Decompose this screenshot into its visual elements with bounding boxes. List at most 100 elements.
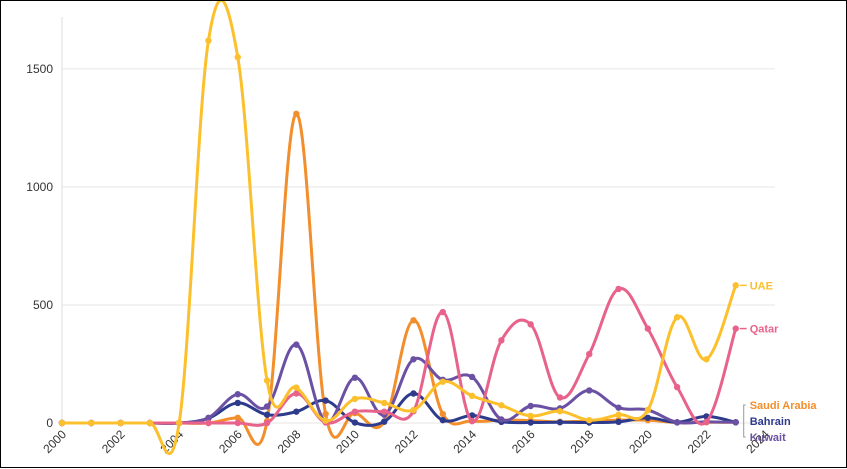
point-bahrain — [615, 418, 622, 426]
point-uae — [732, 282, 739, 289]
point-uae — [175, 419, 183, 427]
point-kuwait — [468, 373, 476, 381]
point-kuwait — [351, 374, 359, 381]
point-kuwait — [263, 403, 271, 410]
point-bahrain — [351, 419, 359, 426]
point-uae — [263, 377, 271, 384]
point-bahrain — [263, 411, 271, 418]
end-label-bahrain: Bahrain — [750, 416, 791, 428]
point-kuwait — [410, 356, 417, 363]
point-saudi-arabia — [322, 410, 329, 418]
x-tick-label: 2008 — [275, 427, 304, 456]
point-qatar — [468, 417, 476, 425]
point-qatar — [234, 419, 241, 427]
point-qatar — [527, 321, 534, 328]
point-uae — [703, 356, 710, 363]
point-qatar — [439, 308, 446, 316]
point-kuwait — [205, 414, 212, 422]
x-tick-label: 2020 — [626, 427, 655, 456]
point-uae — [88, 419, 95, 427]
point-bahrain — [644, 414, 652, 422]
point-bahrain — [234, 399, 241, 407]
y-tick-label: 500 — [33, 298, 53, 312]
point-qatar — [673, 383, 681, 391]
point-uae — [234, 53, 241, 61]
point-qatar — [732, 325, 739, 332]
series-lines — [58, 1, 739, 455]
point-uae — [527, 412, 534, 420]
point-uae — [322, 417, 329, 424]
point-bahrain — [527, 419, 534, 426]
y-tick-label: 1500 — [26, 62, 53, 76]
x-axis-ticks: 2000 2002 2004 2006 2008 2010 2012 2014 2016 2018… — [40, 427, 772, 456]
point-qatar — [381, 408, 388, 415]
x-tick-label: 2010 — [333, 427, 362, 456]
point-qatar — [293, 390, 300, 397]
point-uae — [58, 419, 66, 427]
point-uae — [146, 419, 154, 427]
x-tick-label: 2018 — [568, 427, 597, 456]
x-tick-label: 2022 — [685, 427, 714, 456]
x-tick-label: 2014 — [450, 427, 479, 456]
point-kuwait — [527, 402, 534, 410]
y-axis-ticks: 0 500 1000 1500 — [26, 62, 53, 430]
point-kuwait — [732, 419, 739, 426]
grid-lines — [62, 68, 775, 424]
point-uae — [117, 419, 124, 427]
end-label-kuwait: Kuwait — [750, 432, 786, 444]
point-qatar — [205, 419, 212, 427]
end-label-saudi-arabia: Saudi Arabia — [750, 400, 818, 412]
point-qatar — [351, 408, 359, 415]
point-qatar — [703, 418, 710, 426]
point-uae — [615, 411, 622, 418]
point-uae — [644, 406, 652, 414]
point-bahrain — [322, 397, 329, 404]
end-label-uae: UAE — [750, 280, 773, 292]
point-qatar — [586, 350, 593, 358]
point-bahrain — [410, 390, 417, 397]
point-bahrain — [556, 419, 564, 426]
y-tick-label: 1000 — [26, 180, 53, 194]
end-label-qatar: Qatar — [750, 324, 779, 336]
point-saudi-arabia — [234, 414, 241, 422]
point-uae — [351, 395, 359, 403]
point-kuwait — [234, 391, 241, 398]
point-uae — [673, 314, 681, 321]
point-kuwait — [498, 416, 505, 423]
point-bahrain — [381, 418, 388, 425]
point-bahrain — [293, 408, 300, 415]
point-uae — [556, 407, 564, 415]
point-uae — [410, 406, 417, 414]
x-tick-label: 2012 — [392, 427, 421, 456]
point-qatar — [498, 337, 505, 344]
point-qatar — [556, 394, 564, 401]
point-uae — [498, 402, 505, 409]
point-uae — [381, 399, 388, 407]
series-end-labels: Saudi Arabia Bahrain Kuwait Qatar UAE — [739, 280, 818, 444]
point-qatar — [263, 419, 271, 427]
point-uae — [293, 384, 300, 391]
y-tick-label: 0 — [46, 416, 53, 430]
point-bahrain — [439, 416, 446, 424]
point-saudi-arabia — [439, 410, 446, 418]
point-saudi-arabia — [410, 317, 417, 324]
point-uae — [439, 378, 446, 385]
x-tick-label: 2002 — [99, 427, 128, 456]
label-bracket — [743, 404, 746, 438]
point-uae — [205, 37, 212, 44]
point-kuwait — [615, 404, 622, 411]
point-kuwait — [673, 419, 681, 426]
point-uae — [468, 392, 476, 400]
point-qatar — [644, 325, 652, 332]
point-uae — [586, 416, 593, 424]
series-line-saudi-arabia — [61, 112, 736, 447]
x-tick-label: 2016 — [509, 427, 538, 456]
point-kuwait — [586, 387, 593, 394]
point-kuwait — [293, 341, 300, 348]
x-tick-label: 2006 — [216, 427, 245, 456]
point-saudi-arabia — [293, 110, 300, 117]
point-qatar — [615, 285, 622, 293]
series-line-kuwait — [61, 343, 736, 425]
